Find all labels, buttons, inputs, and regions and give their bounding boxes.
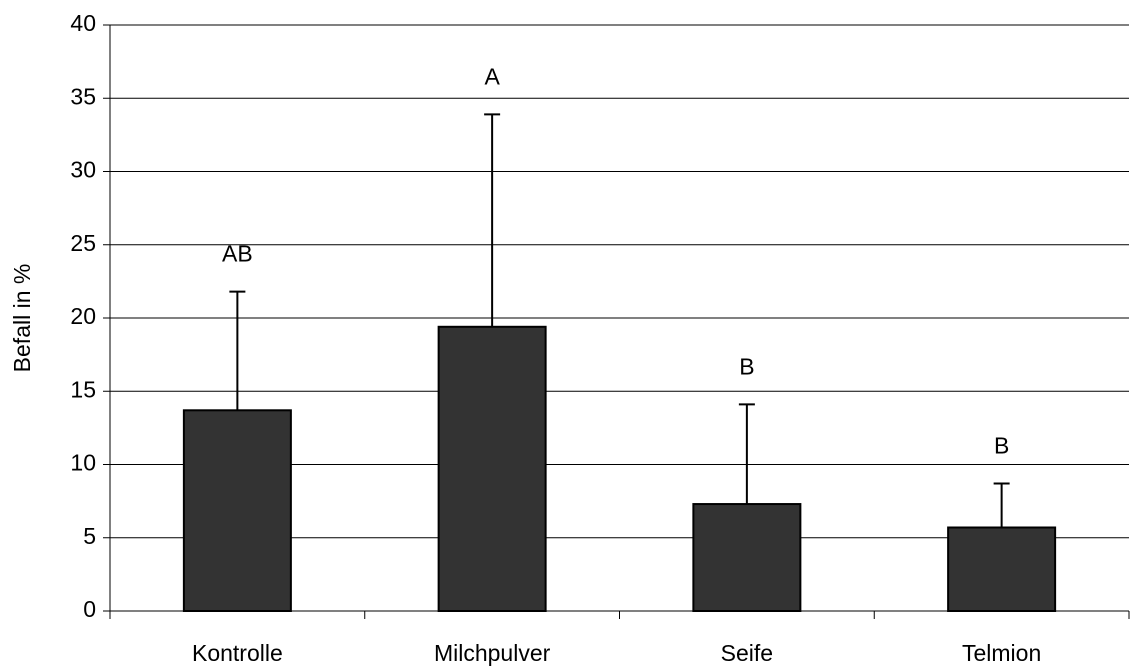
significance-letter: B <box>994 433 1009 459</box>
y-tick-label: 10 <box>70 450 96 476</box>
y-tick-label: 5 <box>83 523 96 549</box>
bar <box>182 409 292 613</box>
bar <box>437 325 547 612</box>
y-tick-label: 35 <box>70 83 96 109</box>
bar <box>947 526 1057 612</box>
y-tick-label: 30 <box>70 157 96 183</box>
x-tick-label: Seife <box>721 640 773 666</box>
y-tick-label: 25 <box>70 230 96 256</box>
y-axis-label: Befall in % <box>9 264 35 373</box>
y-tick-label: 15 <box>70 376 96 402</box>
x-tick-label: Milchpulver <box>434 640 551 666</box>
significance-letter: AB <box>222 241 253 267</box>
y-tick-label: 40 <box>70 10 96 36</box>
x-tick-label: Telmion <box>962 640 1041 666</box>
x-tick-label: Kontrolle <box>192 640 283 666</box>
y-tick-label: 0 <box>83 596 96 622</box>
bar <box>692 503 802 612</box>
y-tick-label: 20 <box>70 303 96 329</box>
significance-letter: B <box>739 354 754 380</box>
significance-letter: A <box>484 63 500 89</box>
